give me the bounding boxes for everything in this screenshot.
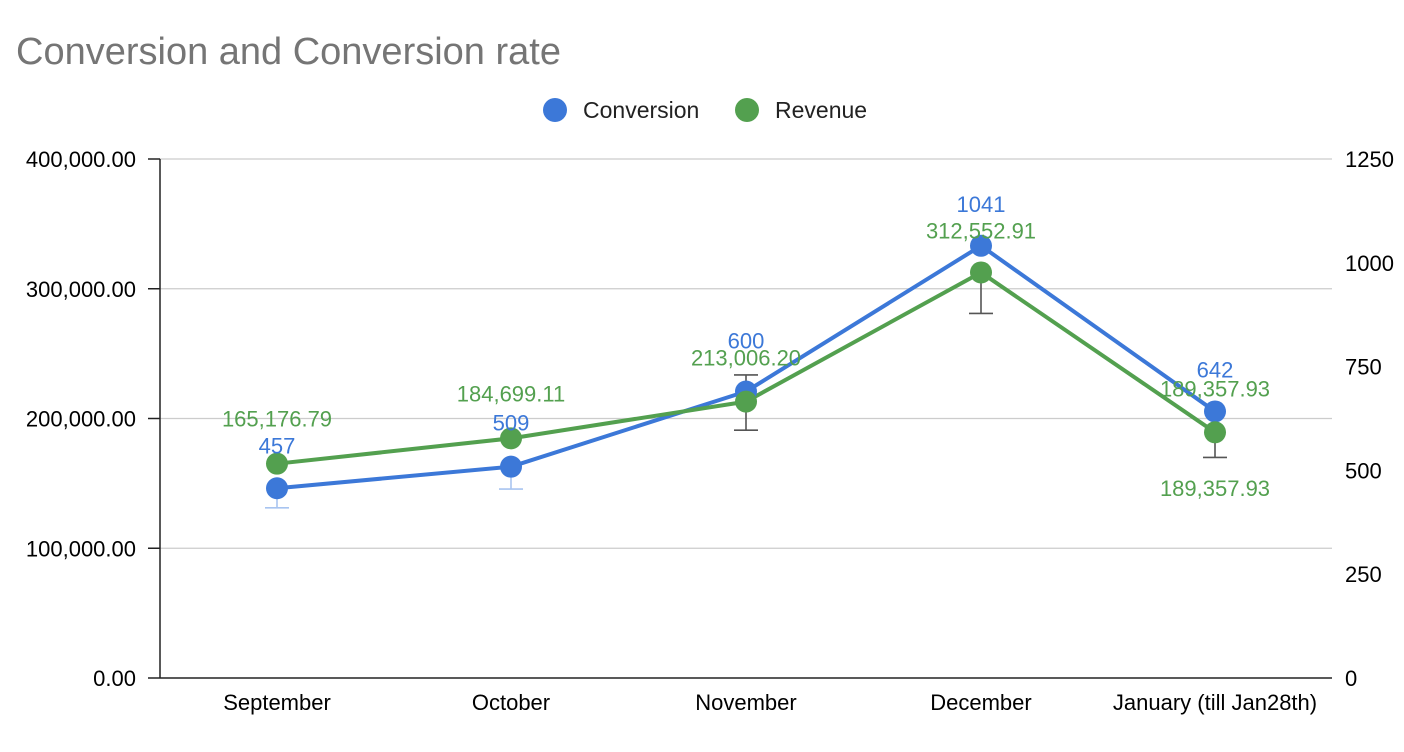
data-label: 642 [1197,357,1234,382]
data-label-extra: 189,357.93 [1160,476,1270,501]
series-point-0 [500,455,522,478]
right-axis-ticks: 0 250 500 750 1000 1250 [1345,147,1394,691]
right-tick-label: 250 [1345,562,1382,587]
series-point-0 [970,234,992,257]
gridlines [160,158,1332,549]
left-tick-label: 200,000.00 [26,407,136,432]
data-label: 312,552.91 [926,218,1036,243]
series-point-0 [266,477,288,500]
data-label: 213,006.20 [691,346,801,371]
data-label: 189,357.93 [1160,376,1270,401]
legend-marker-0 [543,98,567,122]
series-point-1 [970,261,992,284]
left-axis-ticks: 0.00 100,000.00 200,000.00 300,000.00 400,00… [26,147,160,691]
data-label: 457 [259,433,296,458]
x-tick-label: November [695,690,796,715]
series-point-1 [1204,421,1226,444]
right-tick-label: 1000 [1345,251,1394,276]
x-tick-label: December [930,690,1031,715]
data-labels: 457 509 600 1041 642 165,176.79 184,699.11 213,… [222,192,1270,501]
series-point-1 [266,452,288,475]
right-tick-label: 750 [1345,355,1382,380]
left-tick-label: 100,000.00 [26,536,136,561]
data-label: 600 [728,329,765,354]
data-label: 184,699.11 [457,381,565,406]
legend-label-0: Conversion [583,97,699,123]
right-tick-label: 0 [1345,666,1357,691]
x-tick-label: September [223,690,331,715]
x-tick-label: January (till Jan28th) [1113,690,1317,715]
series-point-0 [1204,400,1226,423]
x-tick-label: October [472,690,550,715]
legend-label-1: Revenue [775,97,867,123]
data-label: 509 [493,411,530,436]
series-point-1 [500,427,522,450]
series-point-1 [735,390,757,413]
left-tick-label: 300,000.00 [26,277,136,302]
x-axis-ticks: September October November December January … [223,690,1317,715]
right-tick-label: 500 [1345,458,1382,483]
chart-title: Conversion and Conversion rate [16,31,561,73]
legend: Conversion Revenue [543,97,867,123]
series-points [266,234,1226,500]
left-tick-label: 400,000.00 [26,147,136,172]
left-tick-label: 0.00 [93,666,136,691]
right-tick-label: 1250 [1345,147,1394,172]
data-label: 165,176.79 [222,407,332,432]
data-label: 1041 [957,192,1006,217]
legend-marker-1 [735,98,759,122]
